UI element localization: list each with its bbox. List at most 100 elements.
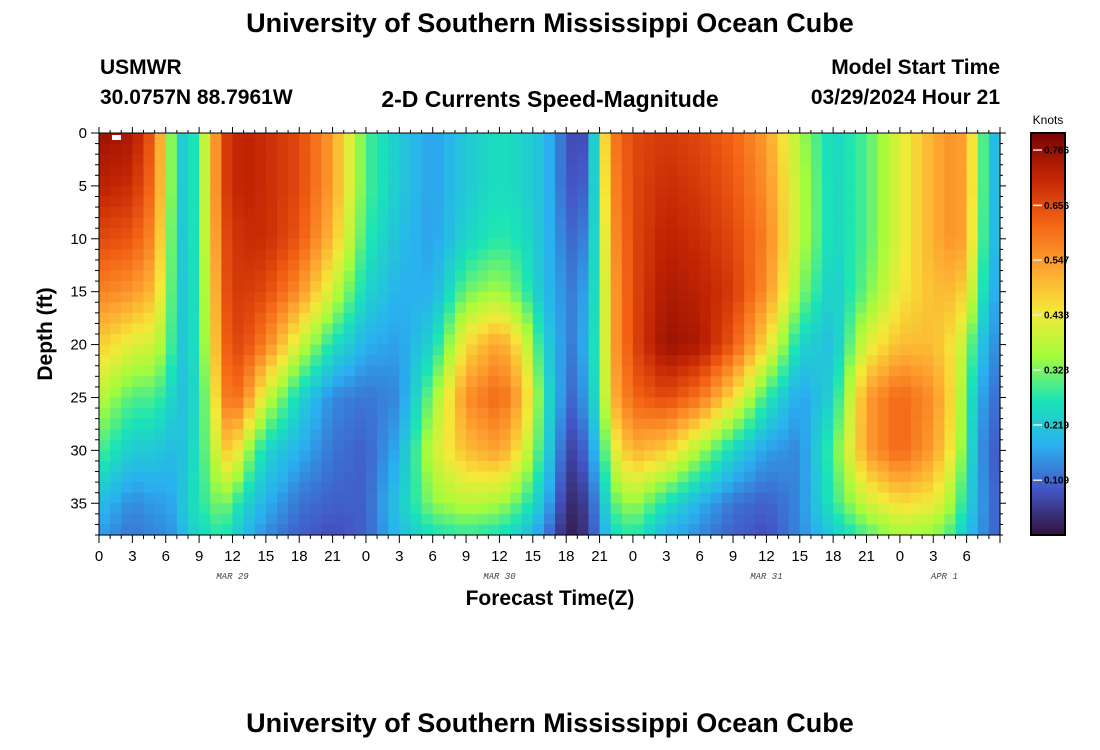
heatmap-cell (265, 154, 278, 166)
heatmap-cell (855, 334, 868, 346)
heatmap-cell (644, 355, 656, 367)
heatmap-cell (343, 259, 356, 272)
heatmap-cell (844, 154, 856, 166)
heatmap-cell (99, 249, 111, 261)
heatmap-cell (477, 450, 489, 462)
heatmap-cell (788, 482, 801, 494)
heatmap-cell (721, 228, 734, 240)
heatmap-cell (154, 185, 167, 198)
heatmap-cell (988, 503, 1001, 515)
heatmap-cell (210, 238, 222, 250)
heatmap-cell (655, 503, 667, 515)
heatmap-cell (510, 492, 523, 504)
heatmap-cell (566, 386, 578, 399)
heatmap-cell (265, 143, 278, 155)
heatmap-cell (911, 133, 923, 145)
heatmap-cell (321, 429, 334, 441)
heatmap-cell (833, 482, 845, 494)
heatmap-cell (110, 164, 122, 176)
heatmap-cell (877, 164, 890, 176)
heatmap-cell (276, 238, 289, 250)
heatmap-cell (810, 386, 823, 399)
heatmap-cell (621, 259, 634, 272)
heatmap-cell (466, 513, 478, 526)
heatmap-cell (721, 450, 734, 462)
heatmap-cell (110, 450, 122, 462)
heatmap-cell (477, 344, 489, 356)
heatmap-cell (143, 175, 156, 187)
heatmap-cell (243, 355, 256, 367)
heatmap-cell (221, 323, 234, 335)
heatmap-cell (443, 238, 456, 250)
heatmap-cell (610, 492, 623, 504)
heatmap-cell (866, 143, 879, 155)
heatmap-cell (555, 524, 567, 536)
heatmap-cell (132, 460, 145, 473)
heatmap-cell (421, 450, 434, 462)
heatmap-cell (744, 228, 756, 240)
heatmap-cell (110, 492, 122, 504)
heatmap-cell (410, 249, 423, 261)
heatmap-cell (254, 175, 267, 187)
heatmap-cell (99, 302, 111, 314)
heatmap-cell (955, 355, 968, 367)
heatmap-cell (810, 365, 823, 377)
heatmap-cell (766, 365, 779, 377)
heatmap-cell (365, 323, 378, 335)
heatmap-cell (499, 164, 512, 176)
heatmap-cell (944, 439, 957, 451)
heatmap-cell (721, 524, 734, 536)
heatmap-cell (454, 196, 467, 208)
heatmap-cell (243, 460, 256, 473)
heatmap-cell (199, 185, 211, 198)
heatmap-cell (121, 217, 133, 229)
heatmap-cell (443, 175, 456, 187)
heatmap-cell (666, 397, 679, 409)
heatmap-cell (822, 513, 834, 526)
heatmap-cell (343, 376, 356, 388)
heatmap-cell (610, 291, 623, 303)
heatmap-cell (710, 439, 723, 451)
heatmap-cell (521, 471, 534, 483)
heatmap-cell (777, 323, 790, 335)
heatmap-cell (566, 365, 578, 377)
heatmap-cell (132, 503, 145, 515)
heatmap-cell (799, 196, 812, 208)
heatmap-cell (710, 312, 723, 325)
heatmap-cell (310, 524, 323, 536)
heatmap-cell (454, 312, 467, 325)
heatmap-cell (477, 143, 489, 155)
heatmap-cell (332, 323, 345, 335)
heatmap-cell (577, 323, 590, 335)
heatmap-cell (321, 524, 334, 536)
heatmap-cell (666, 196, 679, 208)
heatmap-cell (955, 450, 968, 462)
heatmap-cell (855, 312, 868, 325)
heatmap-cell (377, 185, 389, 198)
heatmap-cell (977, 164, 990, 176)
heatmap-cell (610, 450, 623, 462)
heatmap-cell (521, 439, 534, 451)
heatmap-cell (577, 429, 590, 441)
heatmap-cell (988, 217, 1001, 229)
heatmap-cell (822, 281, 834, 293)
heatmap-cell (577, 270, 590, 282)
heatmap-cell (254, 334, 267, 346)
heatmap-cell (899, 503, 912, 515)
heatmap-cell (744, 513, 756, 526)
heatmap-cell (365, 196, 378, 208)
heatmap-cell (621, 196, 634, 208)
heatmap-cell (165, 154, 178, 166)
heatmap-cell (688, 397, 701, 409)
heatmap-cell (621, 143, 634, 155)
heatmap-cell (566, 175, 578, 187)
heatmap-cell (187, 164, 200, 176)
heatmap-cell (944, 334, 957, 346)
heatmap-cell (933, 154, 945, 166)
heatmap-cell (321, 492, 334, 504)
heatmap-cell (132, 175, 145, 187)
heatmap-cell (621, 386, 634, 399)
heatmap-cell (888, 439, 901, 451)
heatmap-cell (210, 259, 222, 272)
heatmap-cell (254, 450, 267, 462)
